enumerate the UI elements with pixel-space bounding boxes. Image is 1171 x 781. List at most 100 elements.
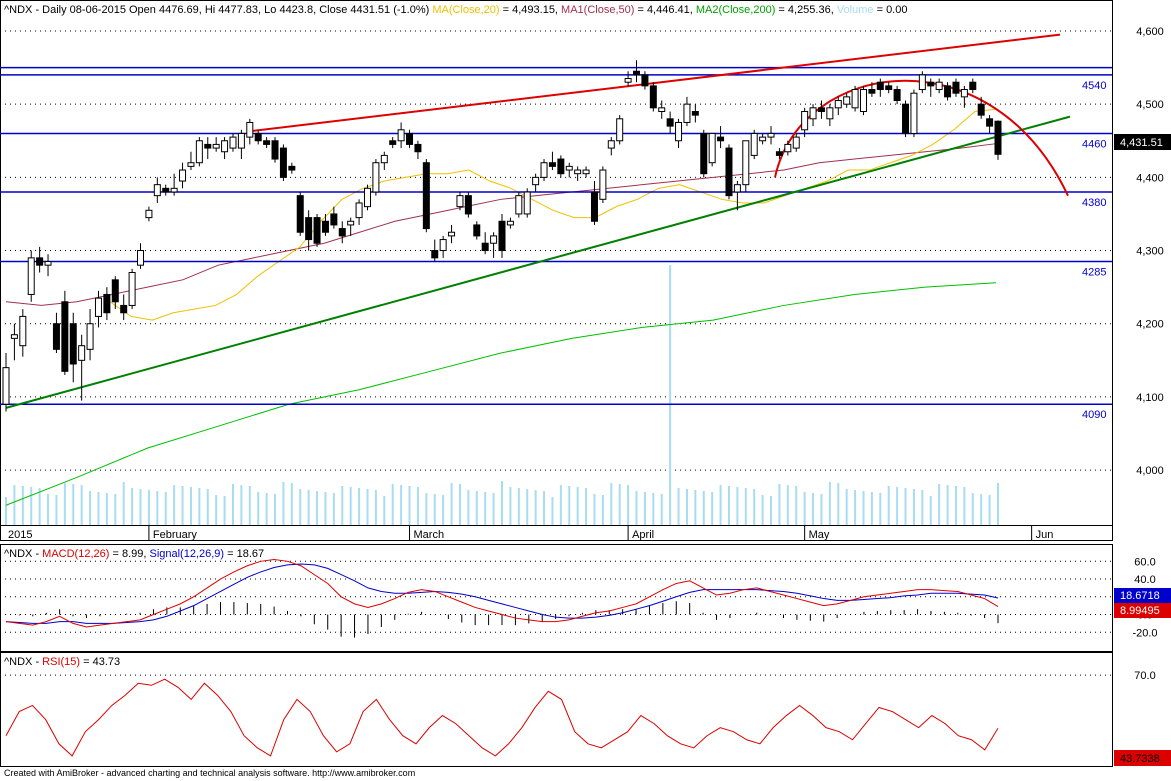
volume-bar [173, 485, 176, 525]
volume-bar [727, 486, 730, 525]
volume-bar [820, 494, 823, 525]
candle-body [582, 169, 590, 175]
candle-body [414, 143, 422, 153]
candle-body [338, 228, 346, 237]
candle-body [103, 293, 111, 314]
volume-bar [30, 487, 33, 525]
signal-line [5, 563, 999, 624]
volume-bar [576, 487, 579, 525]
candle-body [36, 257, 44, 266]
svg-text:18.6718: 18.6718 [1120, 590, 1160, 602]
volume-bar [215, 495, 218, 525]
macd-tick-label: 40.0 [1134, 574, 1155, 586]
candle-body [893, 89, 901, 102]
level-label: 4460 [1082, 138, 1106, 150]
volume-bar [21, 486, 24, 525]
volume-bar [551, 497, 554, 525]
volume-bar [929, 496, 932, 525]
candle-body [10, 334, 18, 339]
candle-body [649, 85, 657, 109]
candle-body [759, 136, 767, 142]
volume-bar [685, 489, 688, 525]
level-label: 4540 [1082, 80, 1106, 92]
rsi-panel-frame [0, 652, 1113, 767]
candle-body [61, 301, 69, 372]
candle-body [548, 162, 556, 167]
volume-bar [349, 487, 352, 525]
volume-bar [274, 494, 277, 525]
ma50-line [5, 143, 997, 306]
candle-body [532, 176, 540, 186]
candle-body [464, 195, 472, 215]
resistance-trendline [249, 33, 1061, 133]
candle-body [271, 140, 279, 160]
candle-body [481, 242, 489, 252]
candle-body [305, 217, 313, 241]
candle-body [885, 85, 893, 91]
candle-body [935, 81, 943, 91]
candle-body [633, 70, 641, 76]
volume-bar [122, 482, 125, 525]
candle-body [624, 78, 632, 83]
volume-bar [484, 492, 487, 525]
candle-body [801, 110, 809, 131]
volume-bar [475, 491, 478, 525]
candle-body [817, 107, 825, 112]
rsi-header: ^NDX - RSI(15) = 43.73 [4, 656, 120, 668]
candle-body [675, 121, 683, 142]
volume-bar [635, 491, 638, 525]
candle-body [44, 261, 52, 266]
macd-tick-label: -20.0 [1132, 627, 1157, 639]
volume-bar [711, 492, 714, 525]
candle-body [406, 132, 414, 145]
volume-bar [324, 492, 327, 525]
volume-bar [156, 491, 159, 525]
volume-bar [391, 484, 394, 525]
volume-bar [198, 488, 201, 525]
volume-bar [105, 493, 108, 525]
y-tick-label: 4,300 [1136, 246, 1164, 258]
candle-body [927, 81, 935, 87]
volume-bar [517, 488, 520, 525]
candle-body [616, 118, 624, 142]
volume-bar [736, 487, 739, 525]
candle-body [86, 323, 94, 350]
volume-bar [795, 486, 798, 525]
candle-body [498, 220, 506, 252]
candle-body [944, 85, 952, 98]
volume-bar [887, 486, 890, 525]
candle-body [179, 169, 187, 182]
candle-body [851, 89, 859, 109]
candle-body [506, 220, 514, 226]
svg-text:8.99495: 8.99495 [1120, 605, 1160, 617]
candle-body [69, 323, 77, 365]
candle-body [742, 140, 750, 186]
volume-bar [358, 488, 361, 525]
candle-body [237, 132, 245, 149]
volume-bar [257, 492, 260, 525]
candle-body [700, 132, 708, 175]
volume-bar [299, 489, 302, 525]
candle-body [313, 217, 321, 244]
volume-bar [854, 490, 857, 525]
level-label: 4285 [1082, 267, 1106, 279]
volume-bar [938, 484, 941, 525]
volume-bar [501, 481, 503, 525]
candle-body [263, 140, 271, 145]
candle-body [120, 304, 128, 314]
volume-bar [610, 483, 613, 525]
volume-bar [400, 485, 403, 525]
volume-bar [442, 495, 445, 525]
rounding-top-arc [774, 79, 1069, 197]
x-tick-label: May [809, 529, 830, 541]
candle-body [52, 323, 60, 350]
support-trendline [5, 115, 1071, 409]
volume-bar [164, 492, 167, 525]
volume-bar [904, 488, 907, 525]
date-x-axis: 2015 February March April May Jun [8, 525, 1053, 541]
candle-body [380, 154, 388, 164]
candle-body [456, 195, 464, 208]
candle-body [523, 191, 531, 215]
candle-body [246, 121, 254, 138]
candle-body [279, 147, 287, 178]
